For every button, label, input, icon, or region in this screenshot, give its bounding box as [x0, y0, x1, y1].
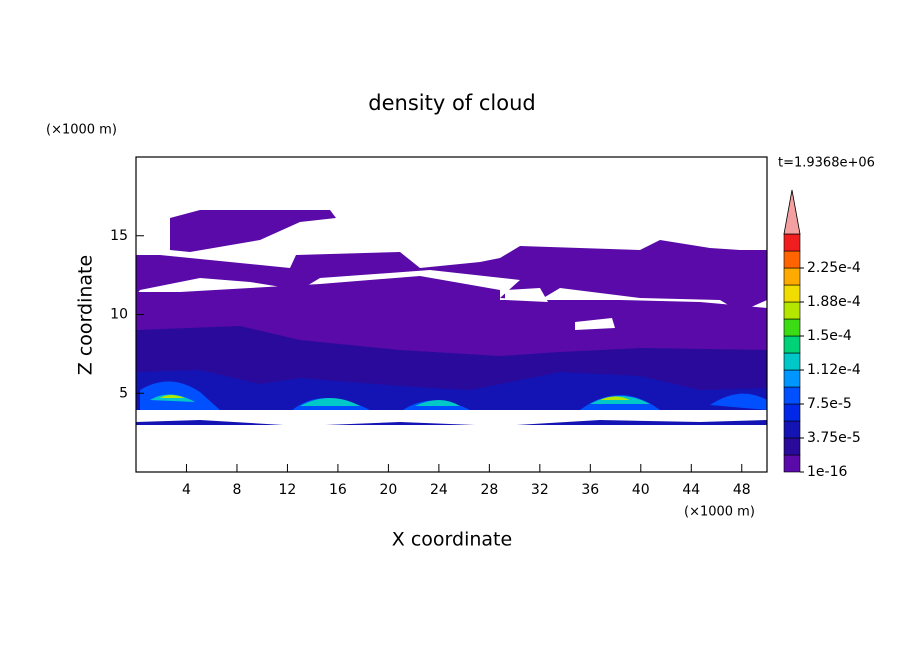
- contour-region: [140, 381, 767, 412]
- contour-region: [170, 210, 336, 252]
- x-tick-label: 32: [531, 482, 549, 498]
- x-tick-label: 16: [329, 482, 347, 498]
- colorbar-band: [783, 284, 801, 303]
- y-tick-label: 5: [119, 385, 128, 401]
- x-tick-label: 36: [581, 482, 599, 498]
- colorbar-band: [783, 403, 801, 422]
- colorbar-band: [783, 250, 801, 269]
- x-tick-label: 44: [682, 482, 700, 498]
- x-tick-label: 12: [279, 482, 297, 498]
- x-unit: (×1000 m): [684, 505, 755, 520]
- x-tick-label: 40: [632, 482, 650, 498]
- y-unit: (×1000 m): [46, 123, 117, 138]
- x-tick-label: 28: [480, 482, 498, 498]
- colorbar-label: 1.88e-4: [807, 294, 861, 310]
- colorbar-label: 1.5e-4: [807, 328, 852, 344]
- colorbar-band: [783, 454, 801, 473]
- colorbar-label: 3.75e-5: [807, 430, 861, 446]
- colorbar-band: [783, 318, 801, 337]
- x-tick-label: 4: [182, 482, 191, 498]
- colorbar-extend: [783, 189, 801, 235]
- contour-region: [136, 240, 767, 312]
- x-axis-label: X coordinate: [392, 529, 512, 551]
- colorbar-band: [783, 233, 801, 252]
- colorbar-band: [783, 369, 801, 388]
- contour-gap: [136, 288, 767, 472]
- x-tick-label: 8: [232, 482, 241, 498]
- colorbar-band: [783, 437, 801, 456]
- y-tick-label: 15: [110, 228, 128, 244]
- x-tick-label: 24: [430, 482, 448, 498]
- colorbar-label: 1.12e-4: [807, 362, 861, 378]
- y-axis-label: Z coordinate: [75, 255, 97, 375]
- colorbar-band: [783, 335, 801, 354]
- colorbar-label: 7.5e-5: [807, 396, 852, 412]
- y-tick-label: 10: [110, 307, 128, 323]
- x-tick-label: 48: [733, 482, 751, 498]
- colorbar-band: [783, 301, 801, 320]
- colorbar-band: [783, 267, 801, 286]
- chart-title: density of cloud: [368, 91, 535, 115]
- x-tick-label: 20: [379, 482, 397, 498]
- annotation: t=1.9368e+06: [778, 156, 875, 171]
- colorbar-band: [783, 386, 801, 405]
- colorbar-band: [783, 352, 801, 371]
- colorbar-label: 2.25e-4: [807, 260, 861, 276]
- contour-field: [136, 210, 767, 472]
- colorbar-band: [783, 420, 801, 439]
- colorbar-label: 1e-16: [807, 464, 847, 480]
